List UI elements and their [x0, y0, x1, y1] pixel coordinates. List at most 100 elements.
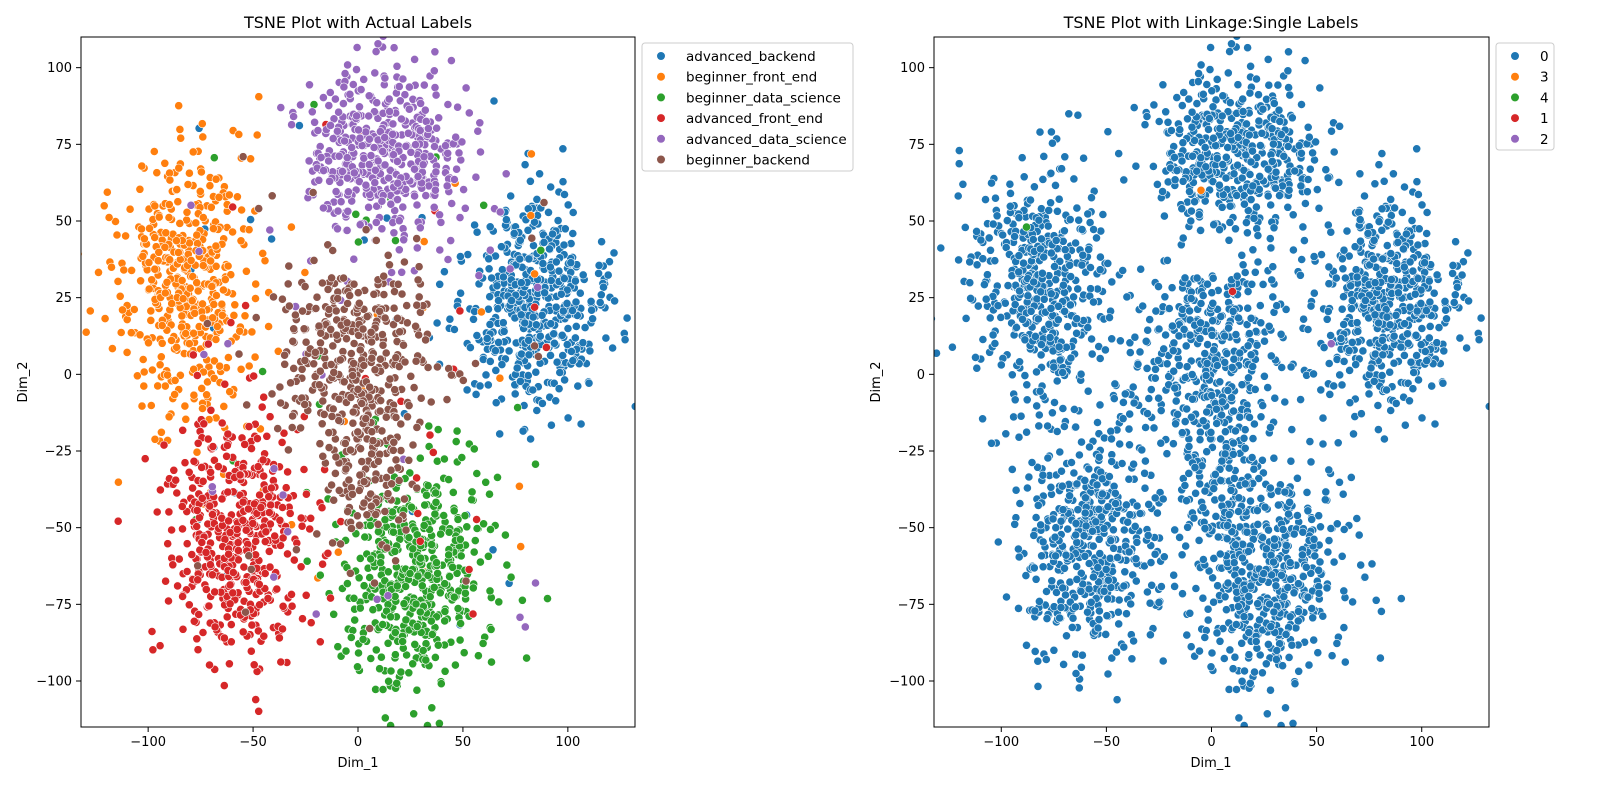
data-point	[197, 493, 207, 503]
data-point	[421, 335, 430, 345]
data-point	[1066, 300, 1075, 310]
data-point	[276, 103, 286, 112]
data-point	[198, 132, 208, 142]
data-point	[193, 239, 202, 248]
data-point	[425, 430, 435, 440]
data-point	[1186, 642, 1196, 652]
data-point	[557, 330, 567, 340]
data-point	[111, 217, 120, 226]
data-point	[332, 126, 342, 136]
data-point	[354, 125, 363, 135]
data-point	[176, 133, 186, 143]
data-point	[595, 298, 605, 307]
data-point	[630, 402, 635, 411]
data-point	[1391, 310, 1401, 320]
data-point	[1309, 252, 1319, 261]
data-point	[353, 662, 362, 672]
data-point	[1032, 401, 1042, 411]
data-point	[435, 719, 444, 727]
data-point	[440, 666, 450, 676]
data-point	[209, 299, 219, 309]
data-point	[1219, 654, 1229, 663]
data-point	[1020, 335, 1030, 345]
data-point	[403, 412, 412, 422]
data-point	[154, 212, 164, 222]
data-point	[984, 233, 994, 243]
data-point	[485, 292, 495, 302]
data-point	[1046, 248, 1056, 258]
data-point	[156, 352, 166, 362]
data-point	[1349, 429, 1358, 439]
data-point	[188, 350, 198, 360]
data-point	[1281, 703, 1290, 713]
data-point	[491, 398, 501, 408]
data-point	[1107, 277, 1117, 287]
data-point	[502, 560, 512, 570]
data-point	[226, 637, 236, 647]
data-point	[204, 601, 214, 611]
data-point	[1015, 286, 1024, 296]
data-point	[1293, 511, 1302, 520]
data-point	[460, 588, 470, 598]
data-point	[506, 572, 516, 582]
data-point	[265, 562, 275, 572]
data-point	[219, 681, 229, 690]
data-point	[468, 583, 478, 593]
data-point	[358, 634, 368, 644]
data-point	[1131, 576, 1141, 586]
data-point	[250, 352, 260, 362]
data-point	[194, 610, 204, 619]
data-point	[536, 245, 546, 255]
x-ticks: −100 −50 0 50 100	[130, 727, 580, 750]
data-point	[446, 236, 456, 245]
data-point	[235, 470, 245, 480]
data-point	[1036, 287, 1046, 297]
data-point	[1373, 401, 1383, 410]
data-point	[328, 404, 338, 414]
data-point	[155, 641, 165, 651]
data-point	[1058, 404, 1068, 413]
data-point	[1169, 570, 1179, 580]
data-point	[391, 353, 401, 363]
data-point	[115, 291, 125, 301]
data-point	[388, 507, 397, 517]
data-point	[355, 603, 365, 613]
data-point	[469, 314, 478, 324]
data-point	[1290, 679, 1300, 689]
data-point	[414, 262, 424, 272]
data-point	[415, 126, 425, 136]
data-point	[1274, 500, 1283, 510]
data-point	[1422, 306, 1431, 315]
data-point	[157, 338, 167, 348]
data-point	[244, 422, 254, 431]
data-point	[312, 292, 322, 302]
data-point	[147, 275, 157, 285]
data-point	[1463, 248, 1473, 258]
data-point	[547, 420, 556, 430]
data-point	[277, 437, 287, 447]
data-point	[357, 457, 367, 466]
data-point	[408, 659, 418, 669]
data-point	[178, 592, 187, 601]
data-point	[331, 452, 341, 462]
data-point	[1010, 232, 1019, 241]
data-point	[192, 371, 202, 380]
data-point	[329, 367, 339, 377]
data-point	[300, 268, 310, 277]
data-point	[456, 551, 466, 561]
data-point	[260, 569, 270, 578]
data-point	[397, 289, 407, 299]
data-point	[205, 660, 214, 670]
data-point	[1079, 153, 1088, 163]
data-point	[342, 318, 352, 328]
data-point	[1264, 640, 1273, 649]
data-point	[343, 507, 353, 516]
data-point	[394, 515, 404, 525]
data-point	[1065, 260, 1075, 270]
data-point	[1441, 305, 1450, 315]
data-point	[247, 327, 257, 337]
data-point	[411, 599, 421, 609]
data-point	[429, 202, 439, 212]
data-point	[431, 488, 441, 498]
data-point	[576, 419, 586, 429]
